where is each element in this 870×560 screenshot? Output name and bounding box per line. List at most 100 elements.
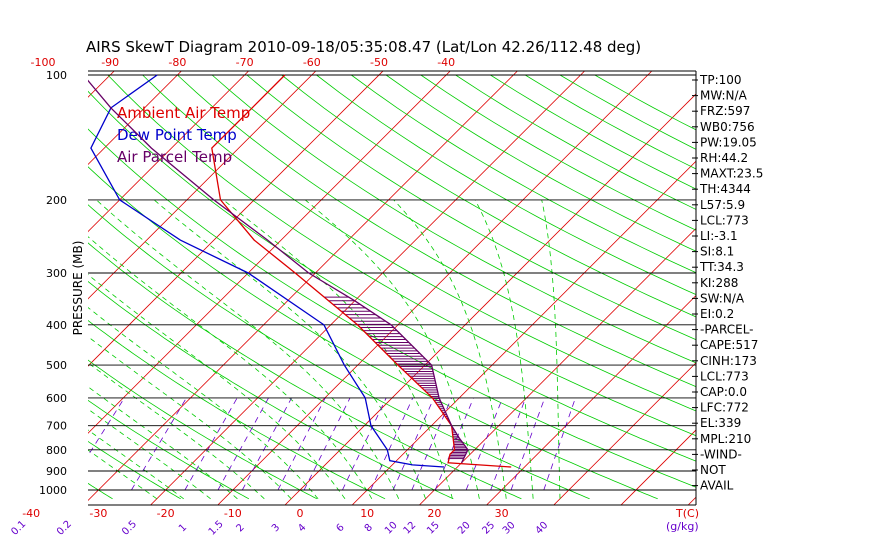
mixing-ratio-tick-label: 1.5 — [207, 519, 226, 538]
y-axis-label: PRESSURE (MB) — [71, 241, 85, 336]
moist-adiabat-line — [474, 199, 534, 499]
dry-adiabat-line — [246, 74, 696, 341]
bottom-temp-tick-label: -20 — [157, 507, 175, 520]
mixing-ratio-tick-label: 30 — [501, 520, 518, 537]
top-temp-tick-label: -60 — [303, 56, 321, 69]
index-entry: LCL:773 — [700, 213, 749, 227]
isotherm-line — [351, 160, 696, 505]
legend-entry: Dew Point Temp — [117, 126, 237, 144]
mixing-ratio-line — [241, 397, 292, 491]
mixing-ratio-tick-label: 12 — [402, 520, 419, 537]
moist-adiabat-line — [153, 199, 426, 499]
isotherm-line — [88, 71, 115, 98]
dry-adiabat-line — [88, 320, 386, 500]
mixing-ratio-line — [465, 397, 503, 491]
plot-grid — [0, 71, 696, 505]
index-entry: RH:44.2 — [700, 151, 748, 165]
top-temp-tick-label: -100 — [31, 56, 56, 69]
mixing-ratio-tick-label: 6 — [335, 522, 347, 534]
index-entry: EL:339 — [700, 416, 741, 430]
mixing-ratio-tick-label: 8 — [363, 522, 375, 534]
bottom-temp-tick-label: -10 — [224, 507, 242, 520]
index-entry: LI:-3.1 — [700, 229, 738, 243]
isotherm-line — [88, 71, 384, 367]
dry-adiabat-line — [88, 242, 522, 500]
dewpoint-line — [90, 74, 445, 468]
pressure-tick-label: 600 — [46, 392, 67, 405]
index-entry: KI:288 — [700, 276, 738, 290]
bottom-temp-tick-label: -40 — [22, 507, 40, 520]
bottom-temp-tick-label: -30 — [89, 507, 107, 520]
moist-adiabat-line — [541, 199, 561, 499]
index-entry: MPL:210 — [700, 432, 751, 446]
isotherm-line — [88, 71, 182, 165]
top-temp-tick-label: -80 — [168, 56, 186, 69]
moist-adiabat-line — [223, 199, 453, 499]
mixing-ratio-line — [370, 397, 414, 491]
dry-adiabat-line — [88, 440, 181, 500]
dry-adiabat-line — [142, 74, 696, 412]
mixing-ratio-tick-label: 20 — [456, 520, 473, 537]
mixing-ratio-unit-label: (g/kg) — [666, 520, 699, 533]
mixing-ratio-line — [131, 397, 187, 491]
top-temp-tick-label: -70 — [236, 56, 254, 69]
top-temp-tick-label: -90 — [101, 56, 119, 69]
dry-adiabat-line — [177, 74, 696, 388]
moist-adiabat-line — [88, 274, 346, 500]
mixing-ratio-tick-label: 0.5 — [120, 519, 139, 538]
isotherm-line — [284, 93, 696, 505]
index-entry: AVAIL — [700, 479, 734, 493]
mixing-ratio-line — [184, 397, 238, 491]
mixing-ratio-tick-label: 1 — [177, 522, 189, 534]
x-axis-label: T(C) — [675, 507, 699, 520]
mixing-ratio-line — [277, 397, 326, 491]
index-entry: FRZ:597 — [700, 104, 750, 118]
ambient-temp-line — [211, 74, 512, 468]
index-entry: LFC:772 — [700, 401, 749, 415]
dry-adiabat-line — [88, 128, 696, 488]
moist-adiabat-line — [88, 386, 238, 500]
pressure-tick-label: 300 — [46, 267, 67, 280]
moist-adiabat-line — [88, 429, 184, 500]
index-entry: L57:5.9 — [700, 198, 745, 212]
mixing-ratio-line — [88, 397, 125, 457]
moist-adiabat-line — [305, 199, 480, 499]
mixing-ratio-tick-label: 0.2 — [55, 519, 74, 538]
dry-adiabat-line — [281, 74, 696, 318]
pressure-tick-label: 900 — [46, 465, 67, 478]
dry-adiabat-line — [385, 74, 696, 252]
dry-adiabat-line — [316, 74, 696, 296]
dry-adiabat-line — [351, 74, 696, 274]
top-temp-tick-label: -50 — [370, 56, 388, 69]
legend-entry: Air Parcel Temp — [117, 148, 232, 166]
legend-entry: Ambient Air Temp — [117, 104, 250, 122]
moist-adiabat-line — [88, 306, 319, 500]
top-temp-tick-label: -40 — [437, 56, 455, 69]
index-entry: WB0:756 — [700, 120, 755, 134]
index-entry: LCL:773 — [700, 369, 749, 383]
pressure-tick-label: 200 — [46, 194, 67, 207]
bottom-temp-tick-label: 0 — [297, 507, 304, 520]
index-entry: SI:8.1 — [700, 245, 734, 259]
pressure-tick-label: 800 — [46, 444, 67, 457]
mixing-ratio-tick-label: 10 — [383, 520, 400, 537]
index-entry: TT:34.3 — [699, 260, 744, 274]
dry-adiabat-line — [107, 74, 696, 437]
index-entry: CINH:173 — [700, 354, 757, 368]
dry-adiabat-line — [88, 204, 590, 500]
moist-adiabat-line — [88, 336, 292, 500]
pressure-tick-label: 400 — [46, 319, 67, 332]
mixing-ratio-tick-label: 15 — [425, 520, 442, 537]
index-entry: MW:N/A — [700, 89, 748, 103]
isotherm-line — [88, 71, 451, 434]
parcel-temp-line — [88, 79, 469, 464]
moist-adiabat-line — [88, 362, 265, 500]
dry-adiabat-line — [0, 75, 44, 499]
index-entry: -WIND- — [700, 447, 742, 461]
index-entry: TH:4344 — [699, 182, 751, 196]
bottom-temp-tick-label: 20 — [427, 507, 441, 520]
isotherm-line — [217, 71, 653, 505]
mixing-ratio-tick-label: 4 — [296, 522, 308, 534]
dry-adiabat-line — [524, 74, 696, 170]
index-entry: MAXT:23.5 — [700, 167, 763, 181]
